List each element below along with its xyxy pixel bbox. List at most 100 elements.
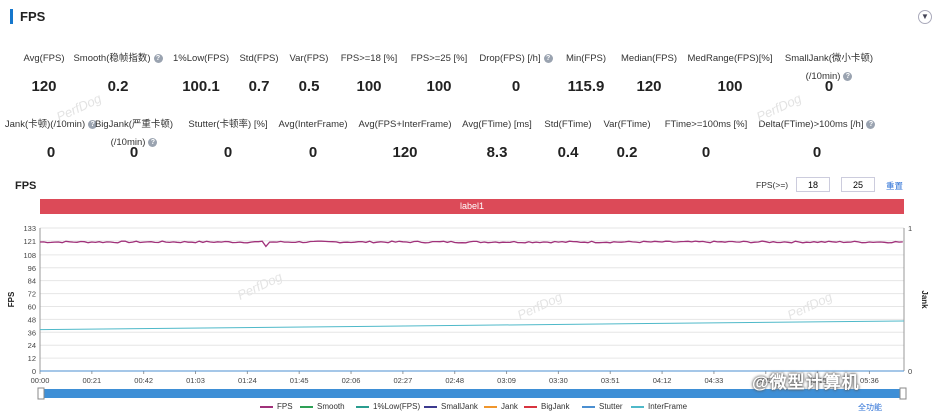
x-tick-label: 05:36 [860,376,879,385]
legend-label: BigJank [541,402,570,411]
legend-label: SmallJank [441,402,478,411]
y-tick-label: 0 [32,367,36,376]
help-icon[interactable]: ? [148,138,158,147]
metric-label: Smooth(稳帧指数)? [73,53,163,64]
help-icon[interactable]: ? [543,54,553,63]
help-icon[interactable]: ? [153,54,163,63]
range-slider-track[interactable] [40,389,904,398]
y-axis-label: FPS [7,291,16,307]
x-tick-label: 04:12 [653,376,672,385]
metric-r1-3: Std(FPS) 0.7 [199,48,319,95]
legend-item[interactable]: FPS [260,402,293,411]
legend-item[interactable]: Smooth [300,402,345,411]
metric-r2-9: Delta(FTime)>100ms [/h]? 0 [757,114,877,161]
metric-label-text: Avg(FTime) [ms] [462,119,532,130]
legend-label: Smooth [317,402,345,411]
metric-label: FPS>=25 [%] [411,53,468,64]
zoom-link[interactable]: 全功能 [858,403,882,412]
x-tick-label: 04:33 [705,376,724,385]
y-tick-label: 60 [28,302,36,311]
metric-label-sub: (/10min)? [806,71,853,82]
metric-value: 120 [31,78,57,95]
y-tick-label: 133 [23,224,36,233]
x-tick-label: 01:24 [238,376,257,385]
metric-value: 0 [511,78,521,95]
metric-label-text: 1%Low(FPS) [173,53,229,64]
metric-r2-7: Var(FTime) 0.2 [567,114,687,161]
legend-swatch [524,405,537,408]
metric-value: 120 [392,144,418,161]
metric-label: FPS>=18 [%] [341,53,398,64]
metric-value: 0.5 [298,78,320,95]
legend-item[interactable]: Stutter [582,402,623,411]
help-icon[interactable]: ? [866,120,876,129]
metric-label-text: MedRange(FPS)[%] [687,53,773,64]
range-slider-handle-right[interactable] [899,387,907,400]
metric-label: 1%Low(FPS) [173,53,229,64]
x-tick-label: 01:45 [290,376,309,385]
y2-axis-label: Jank [920,290,929,309]
metric-value: 8.3 [486,144,508,161]
chevron-down-icon[interactable]: ▼ [918,10,932,24]
x-tick-label: 05:15 [808,376,827,385]
x-tick-label: 01:03 [186,376,205,385]
metric-value: 100 [717,78,743,95]
metric-r2-0: Jank(卡顿) (/10min)? 0 [0,114,111,161]
x-tick-label: 03:30 [549,376,568,385]
brand-watermark: @微型计算机 [752,373,860,392]
fps-threshold-input-2[interactable] [841,177,875,192]
metric-value: 0 [223,144,233,161]
help-icon[interactable]: ? [88,120,98,129]
metric-label-text: Avg(FPS+InterFrame) [358,119,452,130]
reset-button[interactable]: 重置 [886,181,904,191]
metric-r2-2: Stutter(卡顿率) [%] 0 [168,114,288,161]
metric-label: Delta(FTime)>100ms [/h]? [759,119,876,130]
label-band[interactable]: label1 [40,199,904,214]
series-line-fps [39,240,903,248]
metric-label: Min(FPS) [566,53,606,64]
fps-threshold-input-1[interactable] [796,177,830,192]
y2-tick-label: 1 [908,224,912,233]
metric-r1-9: Median(FPS) 120 [589,48,709,95]
legend-label: 1%Low(FPS) [373,402,421,411]
metric-label-sub: (/10min)? [50,119,98,130]
metric-label: Var(FTime) [604,119,651,130]
metric-value: 0.2 [616,144,638,161]
metric-value: 0 [701,144,711,161]
metric-label-text: Stutter(卡顿率) [%] [188,119,268,130]
chart-title: FPS [15,180,37,192]
metric-label-text: Min(FPS) [565,53,607,64]
help-icon[interactable]: ? [843,72,853,81]
y-tick-label: 12 [28,354,36,363]
fps-threshold-label: FPS(>=) [756,180,789,190]
range-slider-handle-left[interactable] [37,387,45,400]
metric-label-sub-text: (/10min) [50,119,86,130]
metric-label: Avg(FPS) [23,53,64,64]
metric-label-text: FPS>=18 [%] [340,53,398,64]
metric-r1-1: Smooth(稳帧指数)? 0.2 [58,48,178,95]
metric-label-text: Avg(FPS) [23,53,65,64]
x-tick-label: 02:27 [393,376,412,385]
metric-r2-8: FTime>=100ms [%] 0 [646,114,766,161]
y-tick-label: 96 [28,264,36,273]
metric-label: Std(FPS) [239,53,278,64]
metric-label: Jank(卡顿) [5,119,50,130]
legend-swatch [424,405,437,408]
metric-label-text: Jank(卡顿) [4,119,51,130]
legend-item[interactable]: 1%Low(FPS) [356,402,420,411]
legend-item[interactable]: Jank [484,402,518,411]
fps-chart[interactable]: 0 12 24 36 48 60 72 84 96 108 121 133 00:00 00:21 00:4… [0,214,945,402]
legend-item[interactable]: InterFrame [631,402,687,411]
legend-item[interactable]: BigJank [524,402,569,411]
y-tick-label: 72 [28,290,36,299]
legend-swatch [631,405,644,408]
x-tick-label: 00:42 [134,376,153,385]
metric-value: 100.1 [182,78,220,95]
metric-value: 0 [824,78,834,95]
legend-item[interactable]: SmallJank [424,402,478,411]
x-tick-label: 02:06 [342,376,361,385]
y2-tick-label: 0 [908,367,912,376]
metric-label: Avg(FPS+InterFrame) [358,119,451,130]
y-tick-label: 84 [28,277,36,286]
metric-label-text: BigJank(严重卡顿) [94,119,174,130]
